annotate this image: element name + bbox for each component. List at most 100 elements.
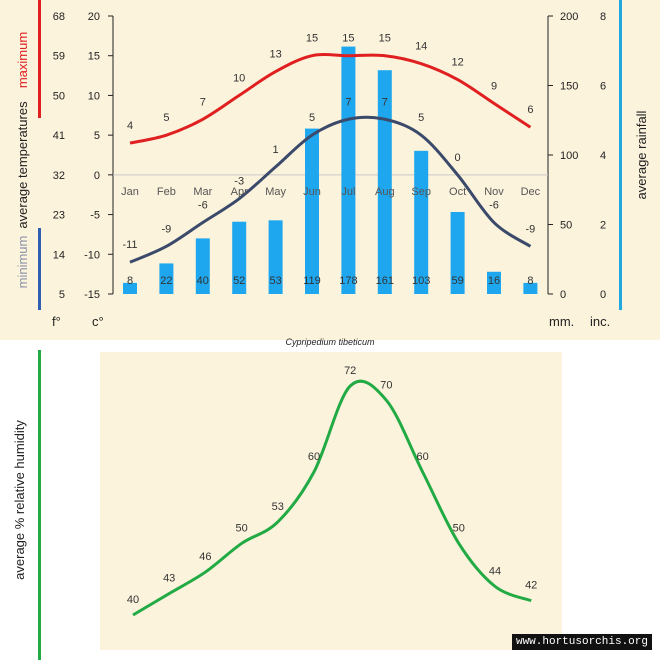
month-tick-label: Mar bbox=[193, 186, 212, 198]
maximum-data-label: 12 bbox=[451, 57, 463, 69]
humidity-data-label: 50 bbox=[453, 522, 465, 534]
unit-inch-label: inc. bbox=[590, 314, 610, 329]
rainfall-data-label: 178 bbox=[339, 275, 357, 287]
rainfall-data-label: 8 bbox=[127, 275, 133, 287]
rainfall-data-label: 40 bbox=[197, 275, 209, 287]
avg-humidity-axis-title: average % relative humidity bbox=[12, 420, 27, 580]
fahrenheit-tick-label: 32 bbox=[53, 170, 65, 182]
rainfall-bar bbox=[123, 282, 137, 294]
celsius-tick-label: 10 bbox=[88, 90, 100, 102]
fahrenheit-tick-label: 50 bbox=[53, 90, 65, 102]
rainfall-bar bbox=[487, 271, 501, 294]
maximum-data-label: 15 bbox=[306, 33, 318, 45]
humidity-data-label: 50 bbox=[235, 522, 247, 534]
humidity-data-label: 43 bbox=[163, 573, 175, 585]
rainfall-data-label: 103 bbox=[412, 275, 430, 287]
maximum-temperature-line bbox=[129, 53, 532, 145]
fahrenheit-tick-label: 68 bbox=[53, 11, 65, 23]
month-tick-label: Aug bbox=[375, 186, 395, 198]
month-tick-label: Oct bbox=[449, 186, 466, 198]
humidity-data-label: 42 bbox=[525, 580, 537, 592]
minimum-data-label: 0 bbox=[455, 152, 461, 164]
avg-temperatures-axis-title: average temperatures bbox=[15, 101, 30, 229]
fahrenheit-tick-label: 14 bbox=[53, 249, 65, 261]
humidity-data-label: 72 bbox=[344, 365, 356, 377]
mm-tick-label: 50 bbox=[560, 220, 572, 232]
maximum-data-label: 6 bbox=[527, 104, 533, 116]
month-tick-label: Jun bbox=[303, 186, 321, 198]
minimum-temperature-line bbox=[129, 115, 532, 264]
celsius-tick-label: 15 bbox=[88, 51, 100, 63]
mm-tick-label: 100 bbox=[560, 150, 578, 162]
rainfall-bar bbox=[305, 128, 319, 294]
minimum-data-label: -9 bbox=[162, 223, 172, 235]
minimum-data-label: 7 bbox=[382, 96, 388, 108]
maximum-data-label: 7 bbox=[200, 96, 206, 108]
rainfall-data-label: 161 bbox=[376, 275, 394, 287]
humidity-data-label: 60 bbox=[308, 451, 320, 463]
maximum-data-label: 4 bbox=[127, 120, 133, 132]
month-tick-label: Dec bbox=[521, 186, 541, 198]
maximum-data-label: 10 bbox=[233, 72, 245, 84]
humidity-chart-panel bbox=[100, 352, 562, 650]
maximum-data-label: 5 bbox=[163, 112, 169, 124]
celsius-tick-label: 20 bbox=[88, 11, 100, 23]
celsius-tick-label: -5 bbox=[90, 210, 100, 222]
celsius-tick-label: 5 bbox=[94, 130, 100, 142]
fahrenheit-tick-label: 5 bbox=[59, 289, 65, 301]
rainfall-bar bbox=[377, 70, 392, 295]
watermark: www.hortusorchis.org bbox=[511, 634, 652, 650]
month-tick-label: Feb bbox=[157, 186, 176, 198]
minimum-data-label: -6 bbox=[198, 200, 208, 212]
humidity-axis-bar bbox=[38, 350, 41, 660]
maximum-data-label: 13 bbox=[269, 49, 281, 61]
rainfall-bar bbox=[268, 220, 283, 294]
unit-fahrenheit-label: f° bbox=[52, 314, 61, 329]
fahrenheit-tick-label: 23 bbox=[53, 210, 65, 222]
rainfall-bar bbox=[450, 211, 465, 294]
maximum-axis-title: maximum bbox=[15, 32, 30, 88]
inch-tick-label: 4 bbox=[600, 150, 606, 162]
month-tick-label: Nov bbox=[484, 186, 504, 198]
rainfall-bar bbox=[159, 263, 174, 294]
month-tick-label: Apr bbox=[231, 186, 248, 198]
rainfall-bar bbox=[414, 150, 429, 294]
humidity-data-label: 53 bbox=[272, 501, 284, 513]
maximum-axis-bar bbox=[38, 0, 41, 118]
inch-tick-label: 0 bbox=[600, 289, 606, 301]
minimum-data-label: 5 bbox=[418, 112, 424, 124]
unit-mm-label: mm. bbox=[549, 314, 574, 329]
fahrenheit-tick-label: 41 bbox=[53, 130, 65, 142]
inch-tick-label: 8 bbox=[600, 11, 606, 23]
unit-celsius-label: c° bbox=[92, 314, 104, 329]
minimum-data-label: 5 bbox=[309, 112, 315, 124]
rainfall-data-label: 59 bbox=[451, 275, 463, 287]
rainfall-axis-bar bbox=[619, 0, 622, 310]
rainfall-data-label: 22 bbox=[160, 275, 172, 287]
maximum-data-label: 15 bbox=[342, 33, 354, 45]
humidity-data-label: 40 bbox=[127, 594, 139, 606]
minimum-axis-bar bbox=[38, 228, 41, 310]
month-tick-label: May bbox=[265, 186, 286, 198]
mm-tick-label: 150 bbox=[560, 81, 578, 93]
mm-tick-label: 0 bbox=[560, 289, 566, 301]
maximum-data-label: 15 bbox=[379, 33, 391, 45]
rainfall-bar bbox=[232, 221, 247, 294]
humidity-data-label: 60 bbox=[416, 451, 428, 463]
minimum-data-label: 7 bbox=[345, 96, 351, 108]
celsius-tick-label: -15 bbox=[84, 289, 100, 301]
humidity-data-label: 46 bbox=[199, 551, 211, 563]
humidity-data-label: 70 bbox=[380, 379, 392, 391]
species-caption: Cypripedium tibeticum bbox=[285, 337, 375, 347]
month-tick-label: Jan bbox=[121, 186, 139, 198]
celsius-tick-label: 0 bbox=[94, 170, 100, 182]
maximum-data-label: 14 bbox=[415, 41, 427, 53]
fahrenheit-tick-label: 59 bbox=[53, 51, 65, 63]
rainfall-data-label: 119 bbox=[303, 275, 321, 287]
climate-chart-panel bbox=[0, 0, 660, 340]
rainfall-bar bbox=[523, 282, 538, 294]
inch-tick-label: 6 bbox=[600, 81, 606, 93]
month-tick-label: Sep bbox=[411, 186, 431, 198]
minimum-data-label: -9 bbox=[526, 223, 536, 235]
